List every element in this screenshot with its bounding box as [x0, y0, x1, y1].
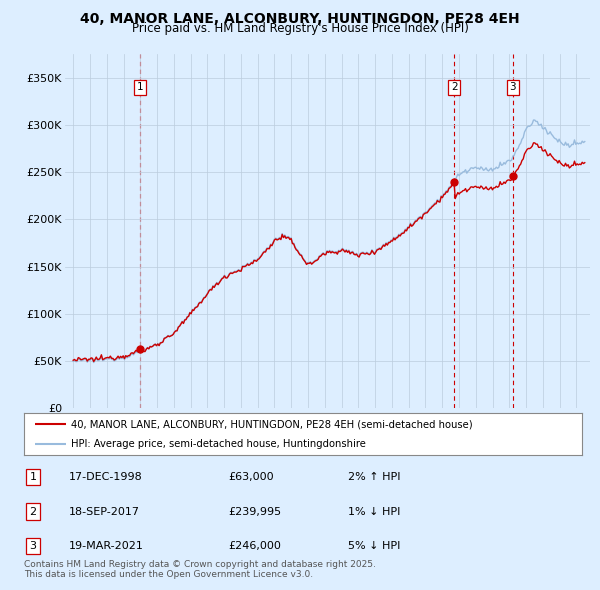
Text: 40, MANOR LANE, ALCONBURY, HUNTINGDON, PE28 4EH (semi-detached house): 40, MANOR LANE, ALCONBURY, HUNTINGDON, P… — [71, 419, 473, 430]
Text: 5% ↓ HPI: 5% ↓ HPI — [348, 541, 400, 550]
Text: 19-MAR-2021: 19-MAR-2021 — [69, 541, 144, 550]
Text: 1% ↓ HPI: 1% ↓ HPI — [348, 507, 400, 516]
Text: 3: 3 — [509, 83, 516, 92]
Text: £246,000: £246,000 — [228, 541, 281, 550]
Text: Contains HM Land Registry data © Crown copyright and database right 2025.
This d: Contains HM Land Registry data © Crown c… — [24, 560, 376, 579]
Text: 18-SEP-2017: 18-SEP-2017 — [69, 507, 140, 516]
Text: 17-DEC-1998: 17-DEC-1998 — [69, 473, 143, 482]
Text: 2% ↑ HPI: 2% ↑ HPI — [348, 473, 401, 482]
Text: 2: 2 — [29, 507, 37, 516]
Text: 2: 2 — [451, 83, 458, 92]
Text: HPI: Average price, semi-detached house, Huntingdonshire: HPI: Average price, semi-detached house,… — [71, 438, 367, 448]
Text: 40, MANOR LANE, ALCONBURY, HUNTINGDON, PE28 4EH: 40, MANOR LANE, ALCONBURY, HUNTINGDON, P… — [80, 12, 520, 26]
Text: 3: 3 — [29, 541, 37, 550]
Text: Price paid vs. HM Land Registry's House Price Index (HPI): Price paid vs. HM Land Registry's House … — [131, 22, 469, 35]
Text: £63,000: £63,000 — [228, 473, 274, 482]
Text: 1: 1 — [137, 83, 143, 92]
Text: £239,995: £239,995 — [228, 507, 281, 516]
Text: 1: 1 — [29, 473, 37, 482]
